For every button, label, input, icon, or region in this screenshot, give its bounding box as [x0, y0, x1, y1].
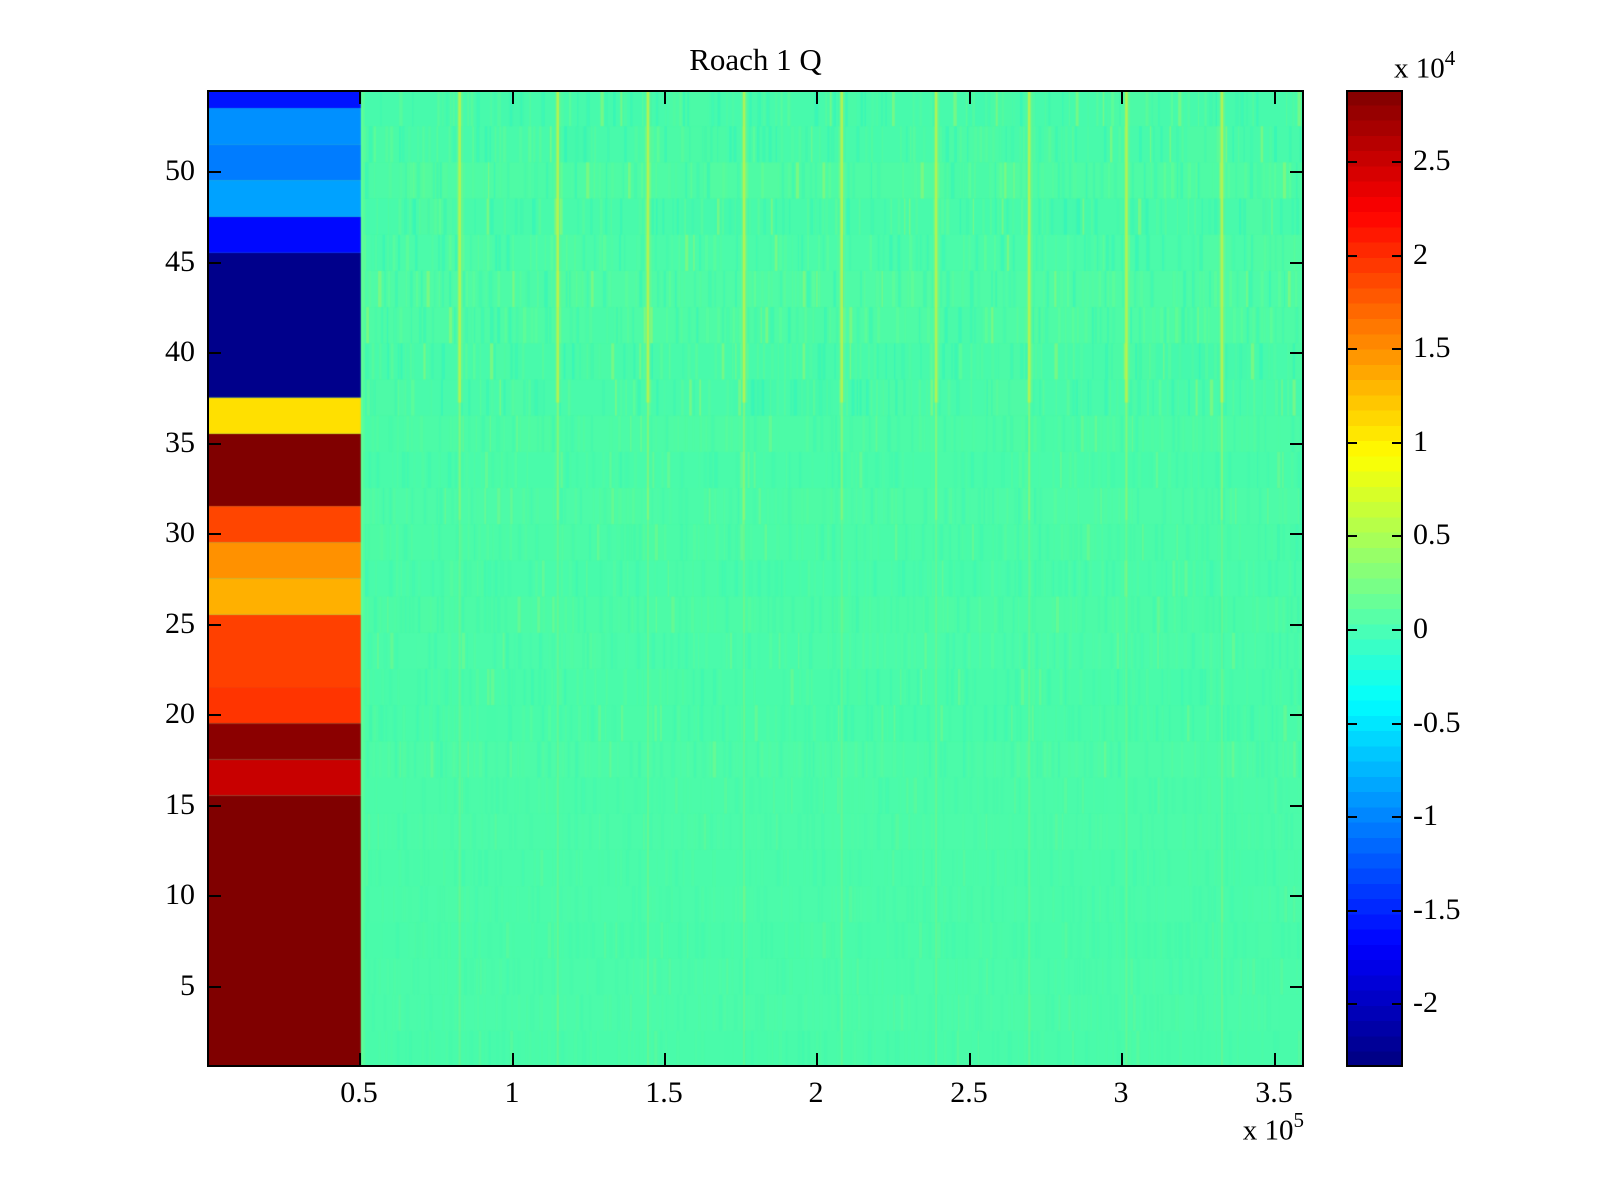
y-tick-label: 20 — [165, 697, 195, 730]
colorbar-tick-mark — [1348, 348, 1357, 350]
x-axis-exponent-sup: 5 — [1293, 1108, 1305, 1132]
y-tick-mark-right — [1290, 262, 1302, 264]
colorbar-exponent-sup: 4 — [1444, 46, 1456, 70]
colorbar-tick-mark-right — [1392, 816, 1401, 818]
y-tick-mark — [209, 986, 221, 988]
colorbar-tick-mark — [1348, 910, 1357, 912]
y-tick-mark-right — [1290, 624, 1302, 626]
y-tick-mark — [209, 624, 221, 626]
colorbar-tick-mark-right — [1392, 723, 1401, 725]
heatmap-canvas — [207, 90, 1304, 1067]
colorbar-tick-mark — [1348, 629, 1357, 631]
x-tick-label: 3 — [1113, 1076, 1129, 1109]
x-tick-mark-top — [1121, 92, 1123, 104]
colorbar-tick-mark-right — [1392, 535, 1401, 537]
x-tick-mark — [359, 1053, 361, 1065]
x-tick-mark — [664, 1053, 666, 1065]
colorbar-tick-mark-right — [1392, 255, 1401, 257]
y-tick-mark-right — [1290, 895, 1302, 897]
x-tick-label: 1 — [504, 1076, 520, 1109]
x-tick-mark — [1274, 1053, 1276, 1065]
colorbar-tick-mark — [1348, 535, 1357, 537]
x-tick-label: 3.5 — [1255, 1076, 1293, 1109]
y-tick-label: 5 — [180, 969, 195, 1002]
y-tick-label: 10 — [165, 878, 195, 911]
x-tick-mark-top — [359, 92, 361, 104]
y-tick-mark-right — [1290, 805, 1302, 807]
colorbar-tick-mark — [1348, 255, 1357, 257]
x-tick-mark-top — [664, 92, 666, 104]
x-tick-mark — [1121, 1053, 1123, 1065]
y-tick-label: 40 — [165, 335, 195, 368]
colorbar-tick-label: 1.5 — [1413, 331, 1451, 364]
y-tick-label: 50 — [165, 154, 195, 187]
x-tick-mark-top — [816, 92, 818, 104]
x-tick-label: 2 — [808, 1076, 824, 1109]
x-tick-label: 1.5 — [645, 1076, 683, 1109]
y-tick-label: 35 — [165, 426, 195, 459]
colorbar-tick-label: -1 — [1413, 799, 1438, 832]
y-tick-mark-right — [1290, 352, 1302, 354]
x-tick-label: 2.5 — [950, 1076, 988, 1109]
x-tick-mark — [512, 1053, 514, 1065]
colorbar-gradient — [1346, 90, 1403, 1067]
x-tick-mark-top — [512, 92, 514, 104]
y-tick-label: 25 — [165, 607, 195, 640]
y-tick-mark-right — [1290, 171, 1302, 173]
x-tick-mark — [969, 1053, 971, 1065]
y-tick-mark — [209, 262, 221, 264]
y-tick-mark — [209, 805, 221, 807]
colorbar-tick-label: 1 — [1413, 425, 1428, 458]
y-tick-mark-right — [1290, 443, 1302, 445]
chart-title: Roach 1 Q — [689, 42, 822, 77]
y-tick-mark — [209, 895, 221, 897]
y-tick-mark — [209, 533, 221, 535]
colorbar-exponent-prefix: x 10 — [1394, 52, 1445, 85]
colorbar-tick-label: -1.5 — [1413, 893, 1461, 926]
colorbar-tick-label: 0 — [1413, 612, 1428, 645]
y-tick-mark-right — [1290, 714, 1302, 716]
colorbar-tick-label: 2 — [1413, 238, 1428, 271]
colorbar-tick-label: 0.5 — [1413, 518, 1451, 551]
y-tick-mark-right — [1290, 533, 1302, 535]
colorbar-tick-mark-right — [1392, 1003, 1401, 1005]
x-axis-exponent-prefix: x 10 — [1242, 1114, 1294, 1147]
y-tick-label: 30 — [165, 516, 195, 549]
y-tick-label: 45 — [165, 245, 195, 278]
colorbar-tick-mark-right — [1392, 348, 1401, 350]
y-tick-mark — [209, 714, 221, 716]
colorbar-tick-label: -2 — [1413, 986, 1438, 1019]
colorbar-tick-mark — [1348, 442, 1357, 444]
colorbar-tick-label: 2.5 — [1413, 144, 1451, 177]
colorbar-tick-mark-right — [1392, 442, 1401, 444]
colorbar-tick-label: -0.5 — [1413, 706, 1461, 739]
x-tick-mark-top — [1274, 92, 1276, 104]
colorbar-exponent: x 104 — [1394, 46, 1456, 86]
x-tick-mark-top — [969, 92, 971, 104]
colorbar-tick-mark-right — [1392, 161, 1401, 163]
colorbar-tick-mark — [1348, 723, 1357, 725]
y-tick-mark — [209, 352, 221, 354]
plot-frame — [207, 90, 1304, 1067]
x-tick-mark — [816, 1053, 818, 1065]
x-tick-label: 0.5 — [340, 1076, 378, 1109]
colorbar-tick-mark — [1348, 161, 1357, 163]
colorbar-tick-mark — [1348, 1003, 1357, 1005]
y-tick-mark — [209, 443, 221, 445]
colorbar-tick-mark — [1348, 816, 1357, 818]
x-axis-exponent: x 105 — [1204, 1108, 1305, 1148]
y-tick-label: 15 — [165, 788, 195, 821]
y-tick-mark-right — [1290, 986, 1302, 988]
y-tick-mark — [209, 171, 221, 173]
colorbar-frame — [1346, 90, 1403, 1067]
colorbar-tick-mark-right — [1392, 910, 1401, 912]
colorbar-tick-mark-right — [1392, 629, 1401, 631]
